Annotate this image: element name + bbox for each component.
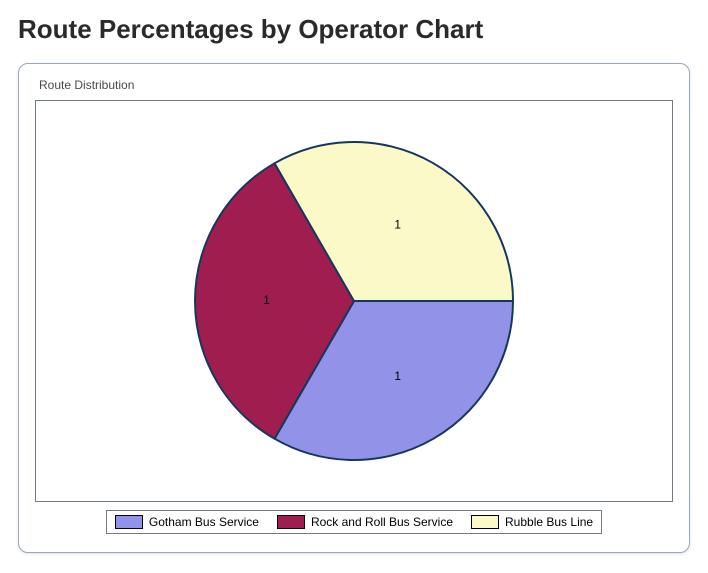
legend-swatch-0 [115, 515, 143, 529]
pie-slice-label-2: 1 [394, 217, 401, 231]
pie-chart: 1 1 1 [36, 103, 672, 499]
legend-item-0: Gotham Bus Service [115, 515, 259, 529]
legend-item-1: Rock and Roll Bus Service [277, 515, 453, 529]
pie-slice-label-0: 1 [394, 369, 401, 383]
legend-swatch-2 [471, 515, 499, 529]
legend-label-2: Rubble Bus Line [505, 515, 593, 529]
legend: Gotham Bus Service Rock and Roll Bus Serv… [106, 510, 602, 534]
chart-panel: Route Distribution 1 1 1 Gotham Bus Servic… [18, 63, 690, 553]
panel-title: Route Distribution [39, 78, 673, 92]
legend-item-2: Rubble Bus Line [471, 515, 593, 529]
chart-area: 1 1 1 [35, 100, 673, 502]
legend-label-1: Rock and Roll Bus Service [311, 515, 453, 529]
legend-swatch-1 [277, 515, 305, 529]
legend-label-0: Gotham Bus Service [149, 515, 259, 529]
pie-slice-label-1: 1 [263, 293, 270, 307]
page-title: Route Percentages by Operator Chart [18, 14, 690, 45]
